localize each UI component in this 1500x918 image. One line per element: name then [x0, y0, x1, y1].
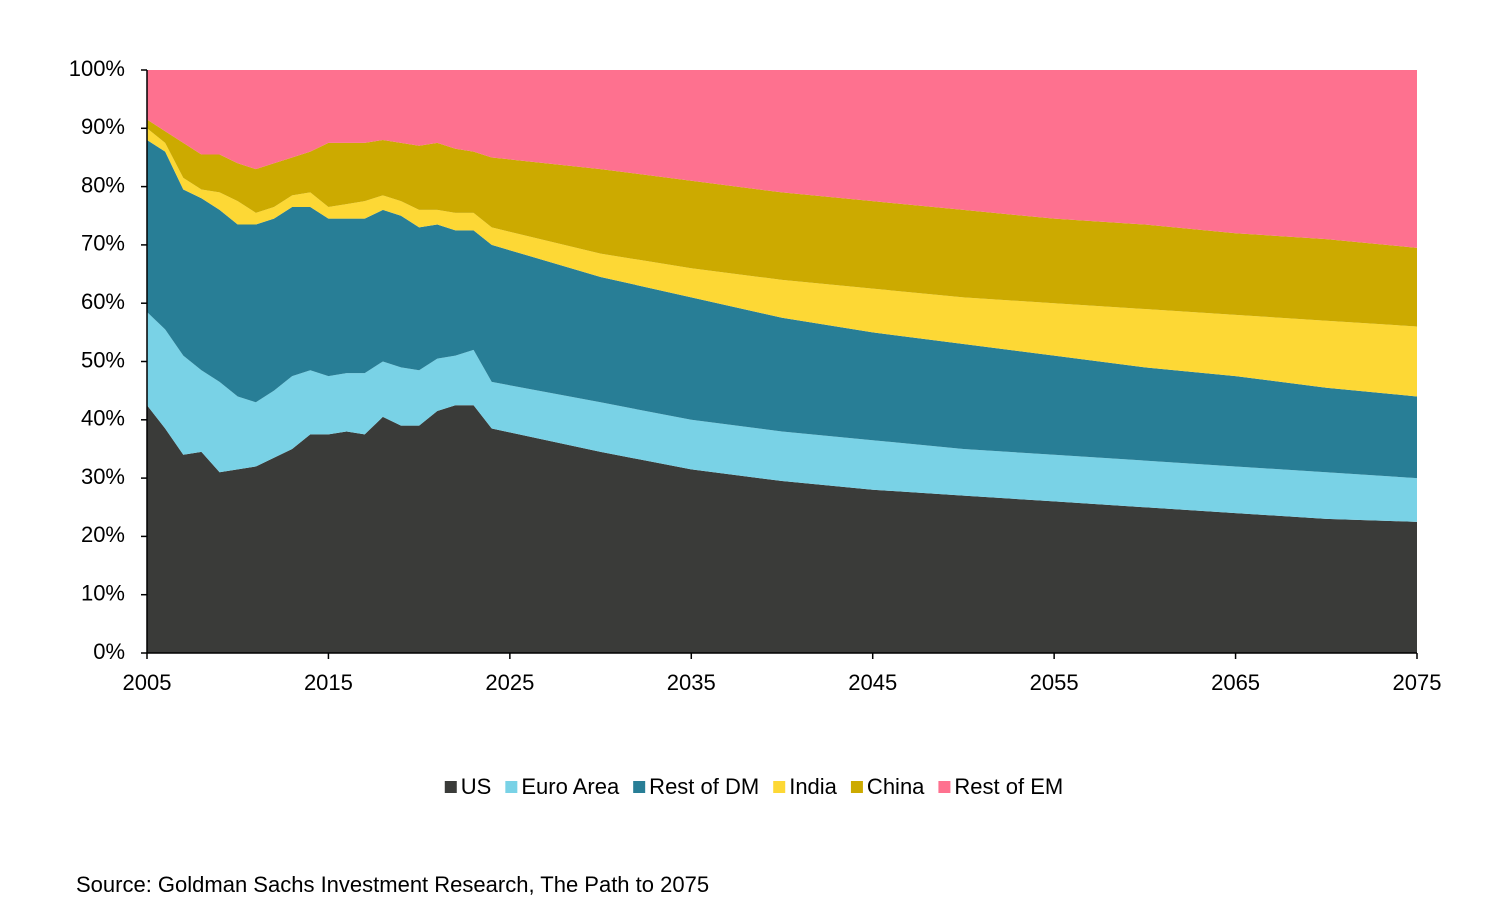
y-tick-label: 40%: [81, 406, 125, 431]
y-tick-label: 80%: [81, 172, 125, 197]
y-tick-label: 10%: [81, 581, 125, 606]
y-tick-label: 70%: [81, 231, 125, 256]
legend-label: India: [789, 774, 837, 799]
legend: US Euro Area Rest of DM India China Rest of E…: [444, 774, 1063, 799]
area: [147, 311, 1417, 522]
x-tick-label: 2025: [485, 670, 534, 695]
source-note: Source: Goldman Sachs Investment Researc…: [76, 872, 709, 897]
y-tick-label: 50%: [81, 347, 125, 372]
y-tick-label: 30%: [81, 464, 125, 489]
y-tick-label: 60%: [81, 289, 125, 314]
y-tick-label: 90%: [81, 114, 125, 139]
x-tick-label: 2045: [848, 670, 897, 695]
y-tick-label: 20%: [81, 522, 125, 547]
legend-label: Rest of DM: [649, 774, 759, 799]
x-tick-label: 2035: [667, 670, 716, 695]
legend-swatch: [850, 781, 863, 793]
legend-label: US: [461, 774, 492, 799]
legend-label: Euro Area: [521, 774, 620, 799]
area: [147, 70, 1417, 248]
y-tick-label: 0%: [93, 639, 125, 664]
legend-swatch: [444, 781, 457, 793]
legend-swatch: [633, 781, 646, 793]
area: [147, 139, 1417, 479]
legend-swatch: [773, 781, 786, 793]
y-tick-label: 100%: [69, 56, 125, 81]
x-tick-label: 2055: [1030, 670, 1079, 695]
area: [147, 405, 1417, 653]
x-tick-label: 2065: [1211, 670, 1260, 695]
x-tick-label: 2005: [123, 670, 172, 695]
area: [147, 119, 1417, 327]
legend-swatch: [938, 781, 951, 793]
x-tick-label: 2015: [304, 670, 353, 695]
legend-label: Rest of EM: [954, 774, 1063, 799]
x-tick-label: 2075: [1393, 670, 1442, 695]
area: [147, 128, 1417, 397]
legend-label: China: [867, 774, 925, 799]
legend-swatch: [505, 781, 518, 793]
